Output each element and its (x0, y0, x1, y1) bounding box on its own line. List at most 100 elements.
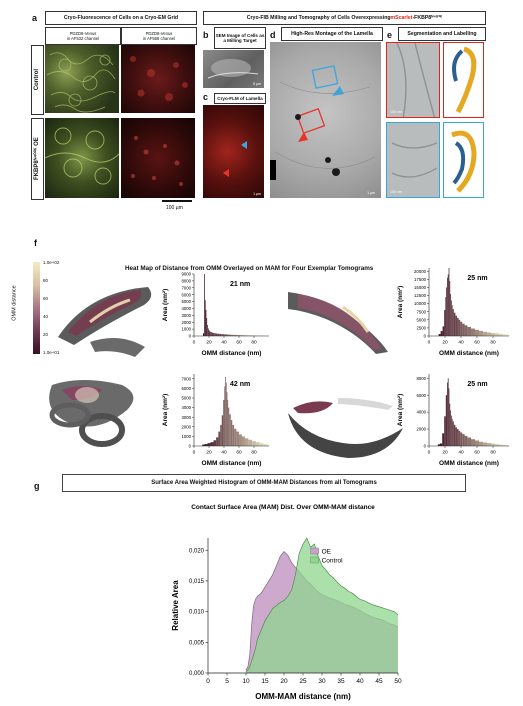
hist-x-tick-label: 80 (490, 450, 496, 456)
hist-bar (447, 274, 449, 336)
colorbar-tick-3: 40 (43, 314, 49, 319)
g-x-tick-label: 45 (375, 678, 383, 685)
hist-bar (457, 429, 459, 446)
hist-bar (499, 444, 503, 446)
cryo-flm-image: 1 µm (203, 105, 264, 198)
hist-bar (449, 280, 451, 336)
hist-y-tick-label: 2000 (416, 427, 426, 432)
hist-bar (203, 333, 205, 336)
segmentation-blue-shape (451, 130, 477, 193)
segmentation-red (443, 42, 484, 118)
g-y-tick-label: 0,020 (189, 548, 205, 554)
hist-x-tick-label: 60 (236, 450, 242, 456)
panel-a-letter: a (32, 13, 38, 23)
panel-d-letter: d (270, 30, 276, 40)
hist-x-tick-label: 80 (251, 340, 257, 346)
hist-y-tick-label: 0 (189, 444, 192, 449)
hist-bar (438, 334, 441, 336)
hist-bar (210, 332, 212, 336)
hist-y-tick-label: 0 (424, 334, 427, 339)
hist-bar (242, 436, 245, 446)
hist-x-tick-label: 40 (458, 450, 464, 456)
sem-texture (207, 59, 259, 79)
tomogram-render-1 (58, 287, 152, 357)
g-x-tick-label: 30 (318, 678, 326, 685)
tomogram-blue-texture (391, 142, 438, 178)
colorbar-tick-2: 60 (43, 296, 49, 301)
header-prefix: Cryo-FIB Milling and Tomography of Cells… (246, 14, 391, 21)
g-x-tick-label: 0 (206, 678, 210, 685)
hist-y-tick-label: 0 (424, 444, 427, 449)
hist-bar (448, 388, 450, 446)
hist-y-tick-label: 17500 (414, 277, 427, 282)
g-x-tick-label: 10 (242, 678, 250, 685)
hist-bar (213, 332, 215, 336)
hist-x-label: OMM distance (nm) (202, 350, 262, 357)
hist-bar (223, 399, 225, 446)
hist-bar (447, 378, 449, 446)
hist-bar (507, 445, 510, 446)
hist-bar (227, 334, 230, 336)
hist-bar (207, 324, 208, 336)
hist-bar (237, 335, 241, 336)
hist-y-tick-label: 20000 (414, 269, 427, 274)
hist-y-tick-label: 4000 (416, 410, 426, 415)
hist-bar (449, 403, 451, 446)
hist-bar (204, 300, 206, 336)
hist-bar (458, 430, 461, 446)
hist-bar (491, 333, 495, 336)
fluorescence-control-red (121, 45, 195, 113)
hist-x-tick-label: 20 (442, 340, 448, 346)
header-suffix: -FKBP8ᴺ⁴⁰³ᴷ (412, 14, 443, 21)
hist-x-label: OMM distance (nm) (439, 460, 499, 467)
row2-text: FKBP8ᴺ⁴⁰³ᴷ OE (33, 137, 40, 181)
g-y-label: Relative Area (171, 580, 180, 631)
hist-y-tick-label: 4000 (181, 306, 191, 311)
hist-bar (475, 440, 479, 446)
header-highlight: mScarlet (390, 14, 413, 21)
hist-bar (471, 328, 475, 336)
g-x-tick-label: 15 (261, 678, 269, 685)
hist-bar (451, 418, 453, 446)
hist-bar (440, 331, 443, 336)
hist-bar (487, 443, 491, 446)
hist-bar (467, 326, 471, 336)
hist-bar (216, 437, 219, 446)
hist-bar (225, 382, 227, 446)
hist-bar (236, 431, 239, 446)
row1-text: Control (33, 69, 40, 91)
sem-image: 5 µm (203, 50, 264, 88)
hist-bar (464, 325, 468, 336)
hist-peak-annotation: 25 nm (467, 381, 487, 388)
hist-y-tick-label: 2000 (181, 424, 191, 429)
hist-y-tick-label: 5000 (416, 317, 426, 322)
colorbar-label: OMM distance (11, 285, 18, 321)
hist-y-tick-label: 7000 (181, 376, 191, 381)
panel-a-scalebar-label: 100 µm (166, 205, 183, 211)
hist-peak-annotation: 42 nm (230, 381, 250, 388)
hist-bar (245, 438, 249, 446)
panel-c-letter: c (203, 92, 209, 102)
tomogram-blue-slice: 100 nm (386, 122, 440, 198)
g-y-tick-label: 0,010 (189, 610, 205, 616)
hist-bar (230, 420, 233, 446)
hist-bar (437, 444, 440, 446)
hist-x-tick-label: 40 (221, 450, 227, 456)
hist-bar (503, 444, 507, 446)
fluorescence-oe-green (45, 118, 119, 198)
hist-y-label: Area (nm²) (397, 286, 404, 319)
legend-swatch-oe (310, 547, 319, 555)
hist-bar (248, 439, 253, 446)
segmentation-blue (443, 122, 484, 198)
hist-bar (209, 331, 211, 336)
hist-bar (208, 330, 210, 336)
hist-bar (221, 334, 224, 336)
g-x-tick-label: 40 (356, 678, 364, 685)
hist-bar (267, 444, 270, 446)
hist-y-label: Area (nm²) (162, 289, 169, 322)
hist-bar (495, 444, 499, 446)
hist-bar (248, 335, 253, 336)
hist-bar (210, 442, 214, 446)
g-y-tick-label: 0,015 (189, 579, 205, 585)
